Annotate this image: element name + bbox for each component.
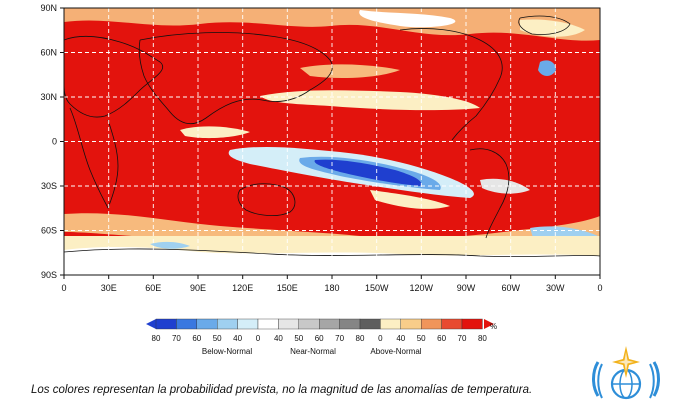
lon-label-120e: 120E: [232, 283, 253, 293]
colorbar-cell-below-2: [196, 318, 218, 330]
lon-label-60w: 60W: [501, 283, 520, 293]
colorbar-tick-16: 80: [478, 334, 487, 343]
lat-label-90s: 90S: [41, 270, 57, 280]
lon-label-90e: 90E: [190, 283, 206, 293]
lon-label-0-end: 0: [597, 283, 602, 293]
gridlines: [64, 8, 600, 275]
colorbar-tick-1: 70: [172, 334, 181, 343]
lon-axis: 0 30E 60E 90E 120E 150E 180 150W 120W 90…: [61, 275, 603, 293]
colorbar-left-arrow: [146, 319, 156, 329]
colorbar-tick-6: 40: [274, 334, 283, 343]
antarctica-coast: [64, 248, 600, 257]
colorbar-tick-9: 70: [335, 334, 344, 343]
lat-label-0: 0: [52, 137, 57, 147]
australia-coast: [237, 183, 296, 216]
arctic-white-patch: [359, 10, 456, 28]
caption: Los colores representan la probabilidad …: [31, 384, 533, 396]
colorbar-cell-near-4: [339, 318, 361, 330]
colorbar-right-arrow: [484, 319, 494, 329]
colorbar-tick-11: 0: [378, 334, 383, 343]
colorbar-cell-above-2: [421, 318, 442, 330]
map-panel: [63, 7, 601, 276]
lon-label-30e: 30E: [101, 283, 117, 293]
colorbar-tick-8: 60: [315, 334, 324, 343]
colorbar-cell-below-1: [176, 318, 197, 330]
colorbar-tick-15: 70: [458, 334, 467, 343]
colorbar-tick-labels: 80 70 60 50 40 0 40 50 60 70 80 0 40 50 60 70 80: [152, 334, 488, 343]
north-pacific-near-normal: [260, 90, 480, 111]
colorbar-cell-above-0: [380, 318, 401, 330]
greenland-patch: [520, 19, 585, 37]
colorbar-cell-above-3: [441, 318, 463, 330]
colorbar-cell-near-0: [257, 318, 279, 330]
greenland-coast: [518, 15, 571, 35]
colorbar-tick-14: 60: [437, 334, 446, 343]
asia-coast: [138, 32, 333, 125]
europe-africa-coast: [64, 36, 163, 118]
lat-label-60s: 60S: [41, 226, 57, 236]
lon-label-150e: 150E: [277, 283, 298, 293]
colorbar-unit: %: [490, 322, 497, 331]
colorbar-cell-near-5: [359, 318, 381, 330]
lat-label-60n: 60N: [40, 48, 57, 58]
colorbar-tick-10: 80: [356, 334, 365, 343]
coastlines: [64, 15, 600, 257]
lon-label-120w: 120W: [410, 283, 434, 293]
lon-label-90w: 90W: [457, 283, 476, 293]
lat-label-30s: 30S: [41, 181, 57, 191]
north-america-coast: [399, 28, 503, 141]
colorbar-tick-4: 40: [233, 334, 242, 343]
lon-label-30w: 30W: [546, 283, 565, 293]
lon-label-180: 180: [324, 283, 339, 293]
colorbar-cell-near-2: [298, 318, 320, 330]
lon-label-0: 0: [61, 283, 66, 293]
southern-ocean-below: [150, 241, 190, 249]
equatorial-pacific-below-normal: [314, 159, 422, 186]
colorbar-tick-13: 50: [417, 334, 426, 343]
colorbar-cell-below-4: [237, 318, 259, 330]
colorbar-tick-7: 50: [294, 334, 303, 343]
lat-label-30n: 30N: [40, 92, 57, 102]
colorbar-cell-above-4: [461, 318, 483, 330]
colorbar-cell-below-3: [216, 318, 238, 330]
lat-label-90n: 90N: [40, 3, 57, 13]
colorbar-cells: [155, 318, 483, 330]
probability-colorbar: % 80 70 60 50 40 0 40 50 60 70 80 0 40 50 60 70 80 Below…: [146, 318, 497, 356]
colorbar-cell-near-3: [319, 318, 340, 330]
colorbar-tick-0: 80: [152, 334, 161, 343]
colorbar-cell-below-0: [155, 318, 177, 330]
legend-near-normal: Near-Normal: [290, 347, 336, 356]
lat-axis: 90N 60N 30N 0 30S 60S 90S: [40, 3, 64, 280]
north-indian-near: [180, 126, 250, 139]
lon-label-60e: 60E: [145, 283, 161, 293]
lon-label-150w: 150W: [365, 283, 389, 293]
south-pacific-near: [370, 190, 450, 209]
legend-below-normal: Below-Normal: [202, 347, 252, 356]
africa-coast: [69, 107, 119, 209]
wmo-emblem-icon: [592, 346, 660, 400]
colorbar-tick-2: 60: [192, 334, 201, 343]
north-pacific-light-band: [300, 64, 400, 78]
colorbar-tick-12: 40: [396, 334, 405, 343]
colorbar-tick-3: 50: [213, 334, 222, 343]
colorbar-tick-5: 0: [256, 334, 261, 343]
colorbar-cell-above-1: [400, 318, 422, 330]
colorbar-cell-near-1: [278, 318, 299, 330]
wmo-logo: [592, 346, 660, 400]
legend-above-normal: Above-Normal: [370, 347, 421, 356]
north-atlantic-below: [538, 60, 556, 76]
